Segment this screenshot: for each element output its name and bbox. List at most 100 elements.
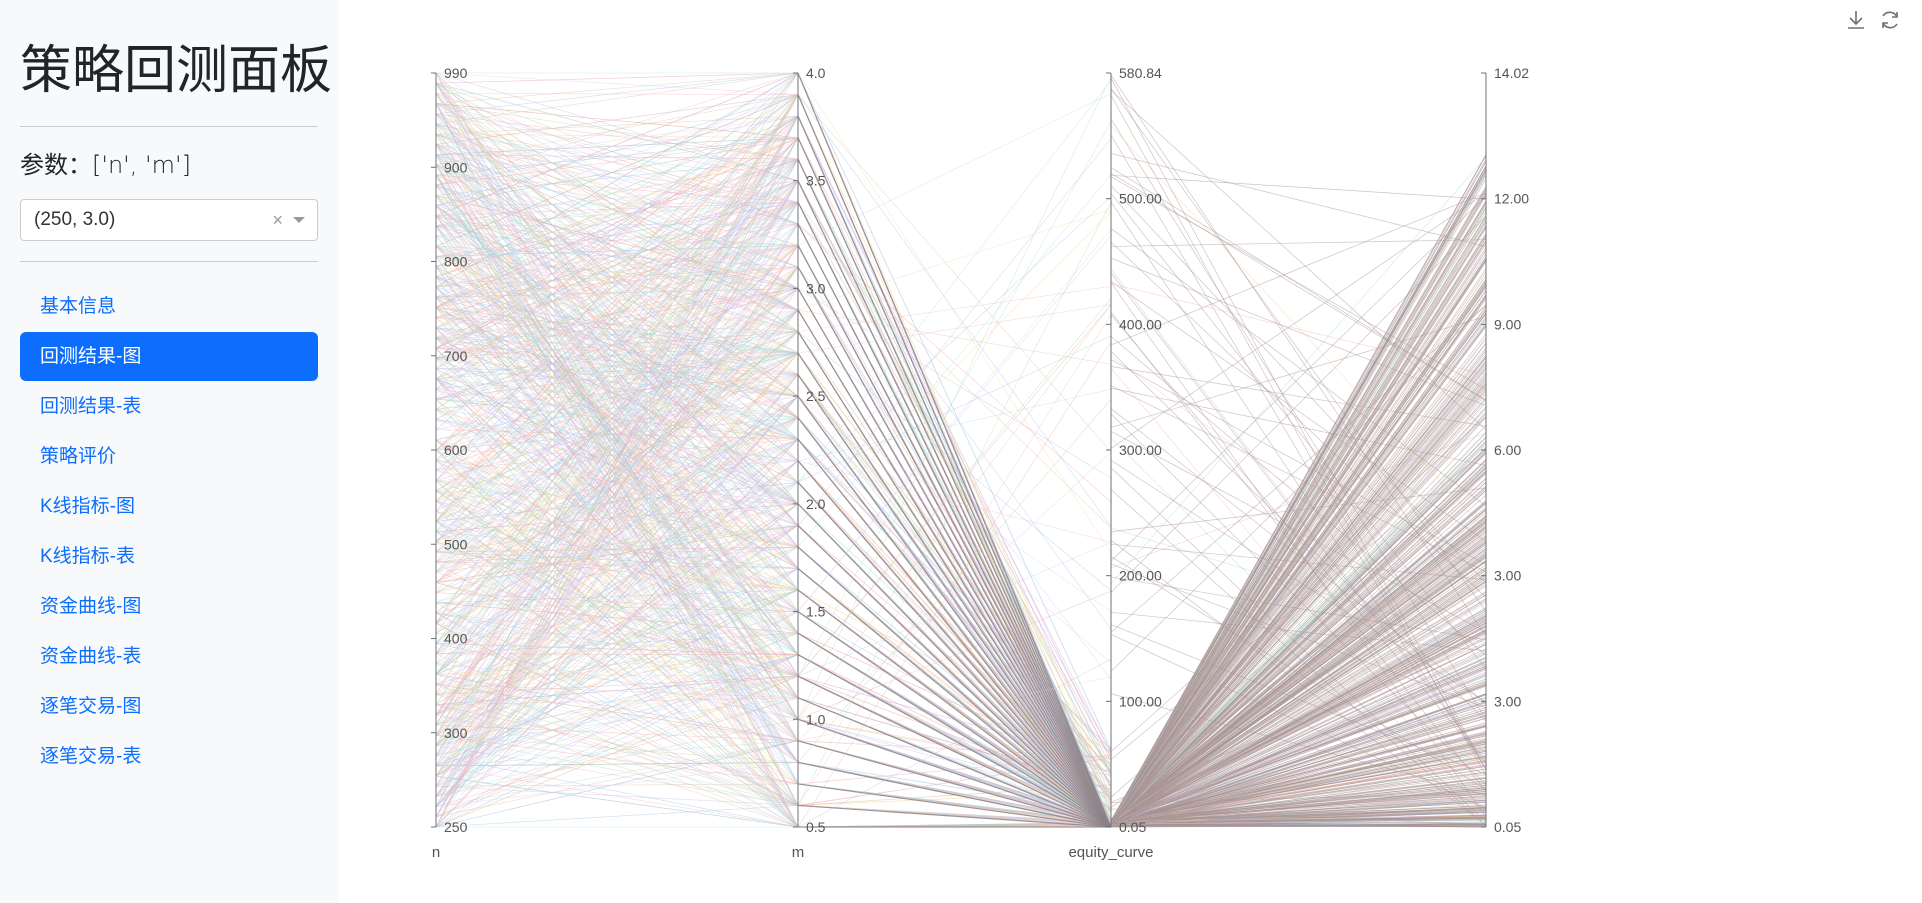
series-line xyxy=(1110,468,1487,826)
series-line xyxy=(435,460,799,705)
series-line xyxy=(435,337,799,440)
series-line xyxy=(435,331,799,379)
series-line xyxy=(435,201,799,216)
series-line xyxy=(435,115,799,339)
series-line xyxy=(435,331,799,400)
series-line xyxy=(1110,818,1487,825)
series-line xyxy=(797,288,1112,479)
series-line xyxy=(1110,167,1487,401)
series-line xyxy=(435,546,799,563)
series-line xyxy=(435,225,799,332)
series-line xyxy=(435,83,799,591)
series-line xyxy=(1110,354,1487,827)
series-line xyxy=(435,223,799,817)
series-line xyxy=(435,612,799,699)
series-line xyxy=(435,137,799,186)
series-line xyxy=(1110,482,1487,825)
series-line xyxy=(435,184,799,720)
series-line xyxy=(435,225,799,698)
nav-item-trades-chart[interactable]: 逐笔交易-图 xyxy=(40,696,142,717)
nav-item-backtest-chart[interactable]: 回测结果-图 xyxy=(20,332,318,381)
series-line xyxy=(435,72,799,289)
series-line xyxy=(1110,462,1487,824)
nav-item-backtest-table[interactable]: 回测结果-表 xyxy=(40,396,142,417)
nav-item-equity-table[interactable]: 资金曲线-表 xyxy=(40,646,142,667)
series-line xyxy=(435,180,799,471)
series-line xyxy=(435,144,799,526)
series-line xyxy=(435,374,799,522)
series-line xyxy=(797,590,1112,720)
param-select[interactable]: (250, 3.0) × xyxy=(20,199,318,241)
series-line xyxy=(435,352,799,451)
series-line xyxy=(435,653,799,655)
series-line xyxy=(435,568,799,828)
series-line xyxy=(435,460,799,797)
series-line xyxy=(435,296,799,591)
tick-label: 12.00 xyxy=(1494,191,1529,207)
series-line xyxy=(1110,239,1487,825)
tick-label: 600 xyxy=(444,442,468,458)
series-line xyxy=(435,223,799,654)
series-line xyxy=(435,417,799,451)
series-line xyxy=(435,123,799,289)
series-line xyxy=(1110,272,1487,763)
series-line xyxy=(435,223,799,675)
series-line xyxy=(797,335,1112,483)
series-line xyxy=(797,121,1112,677)
series-line xyxy=(435,525,799,787)
series-line xyxy=(435,673,799,677)
series-line xyxy=(435,337,799,612)
series-line xyxy=(435,589,799,726)
series-line xyxy=(435,72,799,298)
series-line xyxy=(1110,815,1487,822)
tick-label: 1.5 xyxy=(806,604,826,620)
series-line xyxy=(435,245,799,522)
series-line xyxy=(435,632,799,726)
series-line xyxy=(435,201,799,318)
nav-item-basic-info[interactable]: 基本信息 xyxy=(40,296,117,317)
series-line xyxy=(1110,725,1487,823)
clear-icon[interactable]: × xyxy=(272,210,283,230)
nav-item-strategy-evaluation[interactable]: 策略评价 xyxy=(40,446,117,467)
series-line xyxy=(435,72,799,125)
series-line xyxy=(435,103,799,655)
series-line xyxy=(797,223,1112,529)
series-line xyxy=(435,115,799,359)
nav-item-kline-chart[interactable]: K线指标-图 xyxy=(40,496,136,517)
series-line xyxy=(1110,207,1487,825)
series-line xyxy=(797,304,1112,354)
series-line xyxy=(435,137,799,155)
nav-item-equity-chart[interactable]: 资金曲线-图 xyxy=(40,596,142,617)
series-line xyxy=(1110,801,1487,828)
series-line xyxy=(435,223,799,756)
series-line xyxy=(797,72,1112,828)
series-line xyxy=(435,398,799,440)
series-line xyxy=(1110,525,1487,822)
series-line xyxy=(435,245,799,817)
series-line xyxy=(435,266,799,828)
nav-item-trades-table[interactable]: 逐笔交易-表 xyxy=(40,746,142,767)
series-line xyxy=(435,296,799,505)
series-line xyxy=(435,734,799,785)
series-line xyxy=(1110,487,1487,533)
series-line xyxy=(435,521,799,699)
series-line xyxy=(435,246,799,612)
series-line xyxy=(797,632,1112,828)
nav-item-kline-table[interactable]: K线指标-表 xyxy=(40,546,136,567)
series-line xyxy=(435,288,799,298)
series-line xyxy=(435,374,799,828)
series-line xyxy=(435,94,799,451)
series-line xyxy=(1110,780,1487,827)
series-line xyxy=(435,740,799,818)
series-line xyxy=(435,94,799,206)
chevron-down-icon[interactable] xyxy=(293,217,305,223)
series-line xyxy=(435,144,799,246)
series-line xyxy=(435,205,799,311)
series-line xyxy=(435,137,799,502)
series-line xyxy=(435,94,799,726)
series-line xyxy=(435,417,799,655)
download-icon[interactable] xyxy=(1844,8,1868,32)
refresh-icon[interactable] xyxy=(1878,8,1902,32)
series-line xyxy=(1110,382,1487,826)
